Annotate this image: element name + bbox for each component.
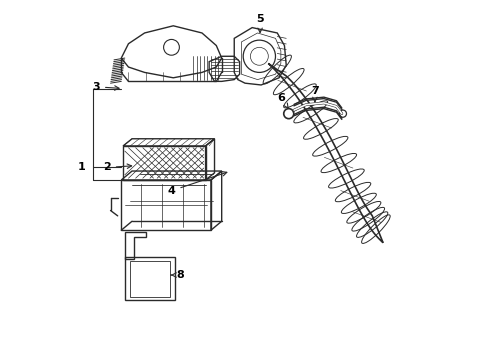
Text: 5: 5 bbox=[256, 14, 264, 32]
Text: 8: 8 bbox=[171, 270, 184, 280]
Text: 1: 1 bbox=[78, 162, 86, 172]
Text: 2: 2 bbox=[103, 162, 132, 172]
Text: 7: 7 bbox=[311, 86, 319, 102]
Text: 3: 3 bbox=[92, 82, 119, 92]
Text: 4: 4 bbox=[168, 172, 227, 196]
Text: 6: 6 bbox=[277, 93, 288, 108]
Circle shape bbox=[339, 110, 346, 117]
